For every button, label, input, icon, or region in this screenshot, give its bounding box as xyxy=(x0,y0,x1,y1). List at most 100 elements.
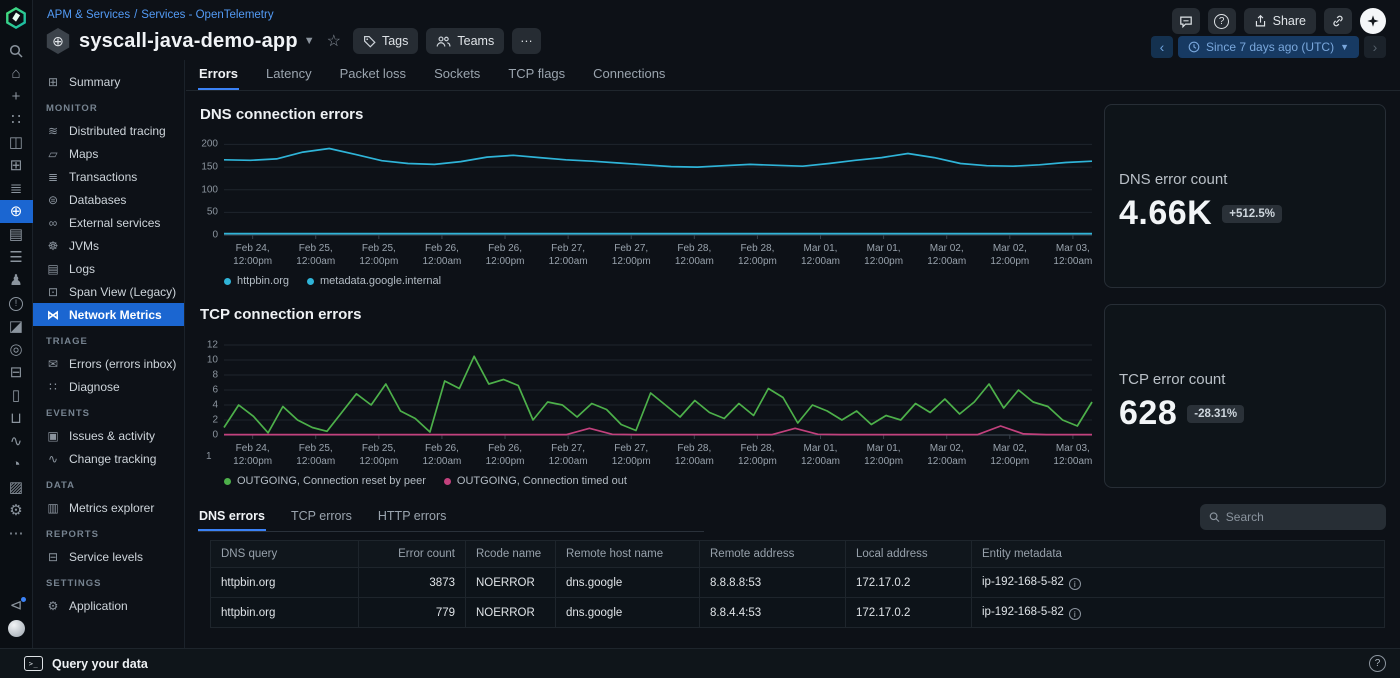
sidebar-item-issues-activity[interactable]: ▣Issues & activity xyxy=(33,424,184,447)
x-axis-tick: Feb 28,12:00pm xyxy=(738,443,777,468)
tab-sockets[interactable]: Sockets xyxy=(433,60,481,90)
title-chevron-down-icon[interactable]: ▼ xyxy=(304,35,315,47)
copy-link-button[interactable] xyxy=(1324,8,1352,34)
table-search[interactable] xyxy=(1200,504,1386,530)
stat-delta-badge: -28.31% xyxy=(1187,405,1244,423)
table-tab-http-errors[interactable]: HTTP errors xyxy=(377,505,448,531)
search-icon xyxy=(1209,511,1220,523)
column-header-remote_address[interactable]: Remote address xyxy=(700,541,846,568)
teams-button[interactable]: Teams xyxy=(426,28,504,54)
infrastructure-host-icon[interactable]: ▯ xyxy=(0,384,33,407)
page-title[interactable]: syscall-java-demo-app xyxy=(79,30,298,53)
sidebar-item-diagnose[interactable]: ∷Diagnose xyxy=(33,375,184,398)
change-pulse-icon[interactable]: ∿ xyxy=(0,430,33,453)
chart-legend: httpbin.org metadata.google.internal xyxy=(224,275,1092,287)
traces-list-icon[interactable]: ☰ xyxy=(0,246,33,269)
apm-services-globe-icon[interactable]: ⊕ xyxy=(0,200,33,223)
sidebar-item-jvms[interactable]: ☸JVMs xyxy=(33,234,184,257)
search-icon[interactable] xyxy=(0,39,33,62)
legend-label: OUTGOING, Connection reset by peer xyxy=(237,475,426,487)
title-more-button[interactable]: ··· xyxy=(512,28,541,54)
sidebar-item-diagnose-icon: ∷ xyxy=(46,380,60,394)
table-row[interactable]: httpbin.org3873NOERRORdns.google8.8.8.8:… xyxy=(211,568,1385,598)
query-your-data-button[interactable]: Query your data xyxy=(52,657,148,671)
info-icon[interactable]: i xyxy=(1069,578,1081,590)
chart-plot-area[interactable]: 050100150200 xyxy=(224,133,1092,237)
tab-tcp-flags[interactable]: TCP flags xyxy=(507,60,566,90)
dashboards-icon[interactable]: ⊞ xyxy=(0,154,33,177)
browser-tests-icon[interactable]: ⊟ xyxy=(0,361,33,384)
sidebar-item-network-metrics[interactable]: ⋈Network Metrics xyxy=(33,303,184,326)
time-range-selector[interactable]: Since 7 days ago (UTC) ▼ xyxy=(1178,36,1359,58)
sidebar-item-metrics-explorer-icon: ▥ xyxy=(46,501,60,515)
sidebar-item-logs-label: Logs xyxy=(69,262,95,276)
legend-item[interactable]: metadata.google.internal xyxy=(307,275,441,287)
sidebar-item-errors-inbox[interactable]: ✉Errors (errors inbox) xyxy=(33,352,184,375)
table-row[interactable]: httpbin.org779NOERRORdns.google8.8.4.4:5… xyxy=(211,598,1385,628)
table-tab-tcp-errors[interactable]: TCP errors xyxy=(290,505,353,531)
legend-item[interactable]: OUTGOING, Connection reset by peer xyxy=(224,475,426,487)
footer-help-button[interactable]: ? xyxy=(1369,655,1386,672)
column-header-error_count[interactable]: Error count xyxy=(359,541,466,568)
breadcrumb-services-otel[interactable]: Services - OpenTelemetry xyxy=(141,9,273,21)
tab-connections[interactable]: Connections xyxy=(592,60,666,90)
home-icon[interactable]: ⌂ xyxy=(0,62,33,85)
sidebar-item-external-services[interactable]: ∞External services xyxy=(33,211,184,234)
sidebar-item-application[interactable]: ⚙Application xyxy=(33,594,184,617)
alerts-icon[interactable]: ! xyxy=(0,292,33,315)
inbox-icon[interactable]: ⊔ xyxy=(0,407,33,430)
apps-grid-icon[interactable]: ∷ xyxy=(0,108,33,131)
catalog-icon[interactable]: ◫ xyxy=(0,131,33,154)
gauge-icon[interactable]: ◔ xyxy=(0,453,33,476)
share-button[interactable]: Share xyxy=(1244,8,1316,34)
column-header-dns_query[interactable]: DNS query xyxy=(211,541,359,568)
sidebar-item-distributed-tracing[interactable]: ≋Distributed tracing xyxy=(33,119,184,142)
tcp-error-count-card: TCP error count 628 -28.31% xyxy=(1104,304,1386,488)
sidebar-item-span-view[interactable]: ⊡Span View (Legacy) xyxy=(33,280,184,303)
layers-icon[interactable]: ≣ xyxy=(0,177,33,200)
reports-chart-icon[interactable]: ▨ xyxy=(0,476,33,499)
dns-connection-errors-chart: DNS connection errors 050100150200Feb 24… xyxy=(198,104,1092,288)
sidebar-item-logs[interactable]: ▤Logs xyxy=(33,257,184,280)
settings-gear-icon[interactable]: ⚙ xyxy=(0,499,33,522)
sidebar-item-change-tracking[interactable]: ∿Change tracking xyxy=(33,447,184,470)
sidebar-item-metrics-explorer[interactable]: ▥Metrics explorer xyxy=(33,496,184,519)
x-axis-tick: Feb 25,12:00am xyxy=(296,443,335,468)
sidebar-item-databases[interactable]: ⊜Databases xyxy=(33,188,184,211)
more-ellipsis-icon[interactable]: ⋯ xyxy=(0,522,33,545)
column-header-remote_host_name[interactable]: Remote host name xyxy=(556,541,700,568)
table-tab-dns-errors[interactable]: DNS errors xyxy=(198,505,266,531)
legend-item[interactable]: OUTGOING, Connection timed out xyxy=(444,475,627,487)
legend-item[interactable]: httpbin.org xyxy=(224,275,289,287)
announcements-megaphone-icon[interactable]: ⊲ xyxy=(0,594,33,617)
time-forward-button[interactable]: › xyxy=(1364,36,1386,58)
agents-icon[interactable]: ♟ xyxy=(0,269,33,292)
user-avatar[interactable] xyxy=(0,617,33,640)
feedback-comment-button[interactable] xyxy=(1172,8,1200,34)
help-button[interactable]: ? xyxy=(1208,8,1236,34)
search-input[interactable] xyxy=(1226,510,1377,524)
comment-icon xyxy=(1179,15,1193,28)
chart-plot-area[interactable]: 024681012 xyxy=(224,333,1092,437)
sidebar-item-summary[interactable]: ⊞Summary xyxy=(33,70,184,93)
tab-packet-loss[interactable]: Packet loss xyxy=(339,60,407,90)
notebook-icon[interactable]: ◪ xyxy=(0,315,33,338)
favorite-star-icon[interactable]: ☆ xyxy=(327,31,341,51)
ai-assistant-button[interactable] xyxy=(1360,8,1386,34)
logs-page-icon[interactable]: ▤ xyxy=(0,223,33,246)
monitors-target-icon[interactable]: ◎ xyxy=(0,338,33,361)
info-icon[interactable]: i xyxy=(1069,608,1081,620)
sidebar-item-service-levels[interactable]: ⊟Service levels xyxy=(33,545,184,568)
sidebar-item-transactions[interactable]: ≣Transactions xyxy=(33,165,184,188)
time-back-button[interactable]: ‹ xyxy=(1151,36,1173,58)
app-logo[interactable] xyxy=(5,7,27,29)
column-header-rcode_name[interactable]: Rcode name xyxy=(466,541,556,568)
sidebar-item-maps[interactable]: ▱Maps xyxy=(33,142,184,165)
add-icon[interactable]: + xyxy=(0,85,33,108)
tags-button[interactable]: Tags xyxy=(353,28,418,54)
column-header-local_address[interactable]: Local address xyxy=(846,541,972,568)
tab-errors[interactable]: Errors xyxy=(198,60,239,90)
breadcrumb-apm-services[interactable]: APM & Services xyxy=(47,9,130,21)
tab-latency[interactable]: Latency xyxy=(265,60,313,90)
column-header-entity_metadata[interactable]: Entity metadata xyxy=(972,541,1385,568)
